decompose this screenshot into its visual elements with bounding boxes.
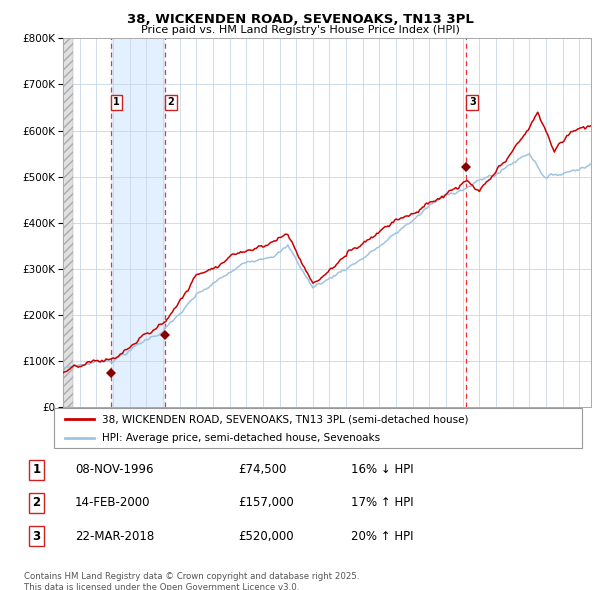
- Text: 20% ↑ HPI: 20% ↑ HPI: [351, 529, 413, 543]
- FancyBboxPatch shape: [54, 408, 582, 448]
- Text: £520,000: £520,000: [238, 529, 294, 543]
- Text: HPI: Average price, semi-detached house, Sevenoaks: HPI: Average price, semi-detached house,…: [101, 432, 380, 442]
- Bar: [110, 38, 165, 407]
- Text: Contains HM Land Registry data © Crown copyright and database right 2025.
This d: Contains HM Land Registry data © Crown c…: [24, 572, 359, 590]
- Bar: [466, 38, 467, 407]
- Text: 1: 1: [32, 463, 40, 477]
- Text: 3: 3: [469, 97, 476, 107]
- Text: 1: 1: [113, 97, 120, 107]
- Text: 16% ↓ HPI: 16% ↓ HPI: [351, 463, 414, 477]
- Text: Price paid vs. HM Land Registry's House Price Index (HPI): Price paid vs. HM Land Registry's House …: [140, 25, 460, 35]
- Text: 14-FEB-2000: 14-FEB-2000: [75, 496, 150, 510]
- Text: 2: 2: [167, 97, 174, 107]
- Text: 17% ↑ HPI: 17% ↑ HPI: [351, 496, 414, 510]
- Text: 2: 2: [32, 496, 40, 510]
- Text: 22-MAR-2018: 22-MAR-2018: [75, 529, 154, 543]
- Text: 3: 3: [32, 529, 40, 543]
- Text: 08-NOV-1996: 08-NOV-1996: [75, 463, 153, 477]
- Text: 38, WICKENDEN ROAD, SEVENOAKS, TN13 3PL (semi-detached house): 38, WICKENDEN ROAD, SEVENOAKS, TN13 3PL …: [101, 414, 468, 424]
- Text: £157,000: £157,000: [238, 496, 294, 510]
- Text: 38, WICKENDEN ROAD, SEVENOAKS, TN13 3PL: 38, WICKENDEN ROAD, SEVENOAKS, TN13 3PL: [127, 13, 473, 26]
- Text: £74,500: £74,500: [238, 463, 287, 477]
